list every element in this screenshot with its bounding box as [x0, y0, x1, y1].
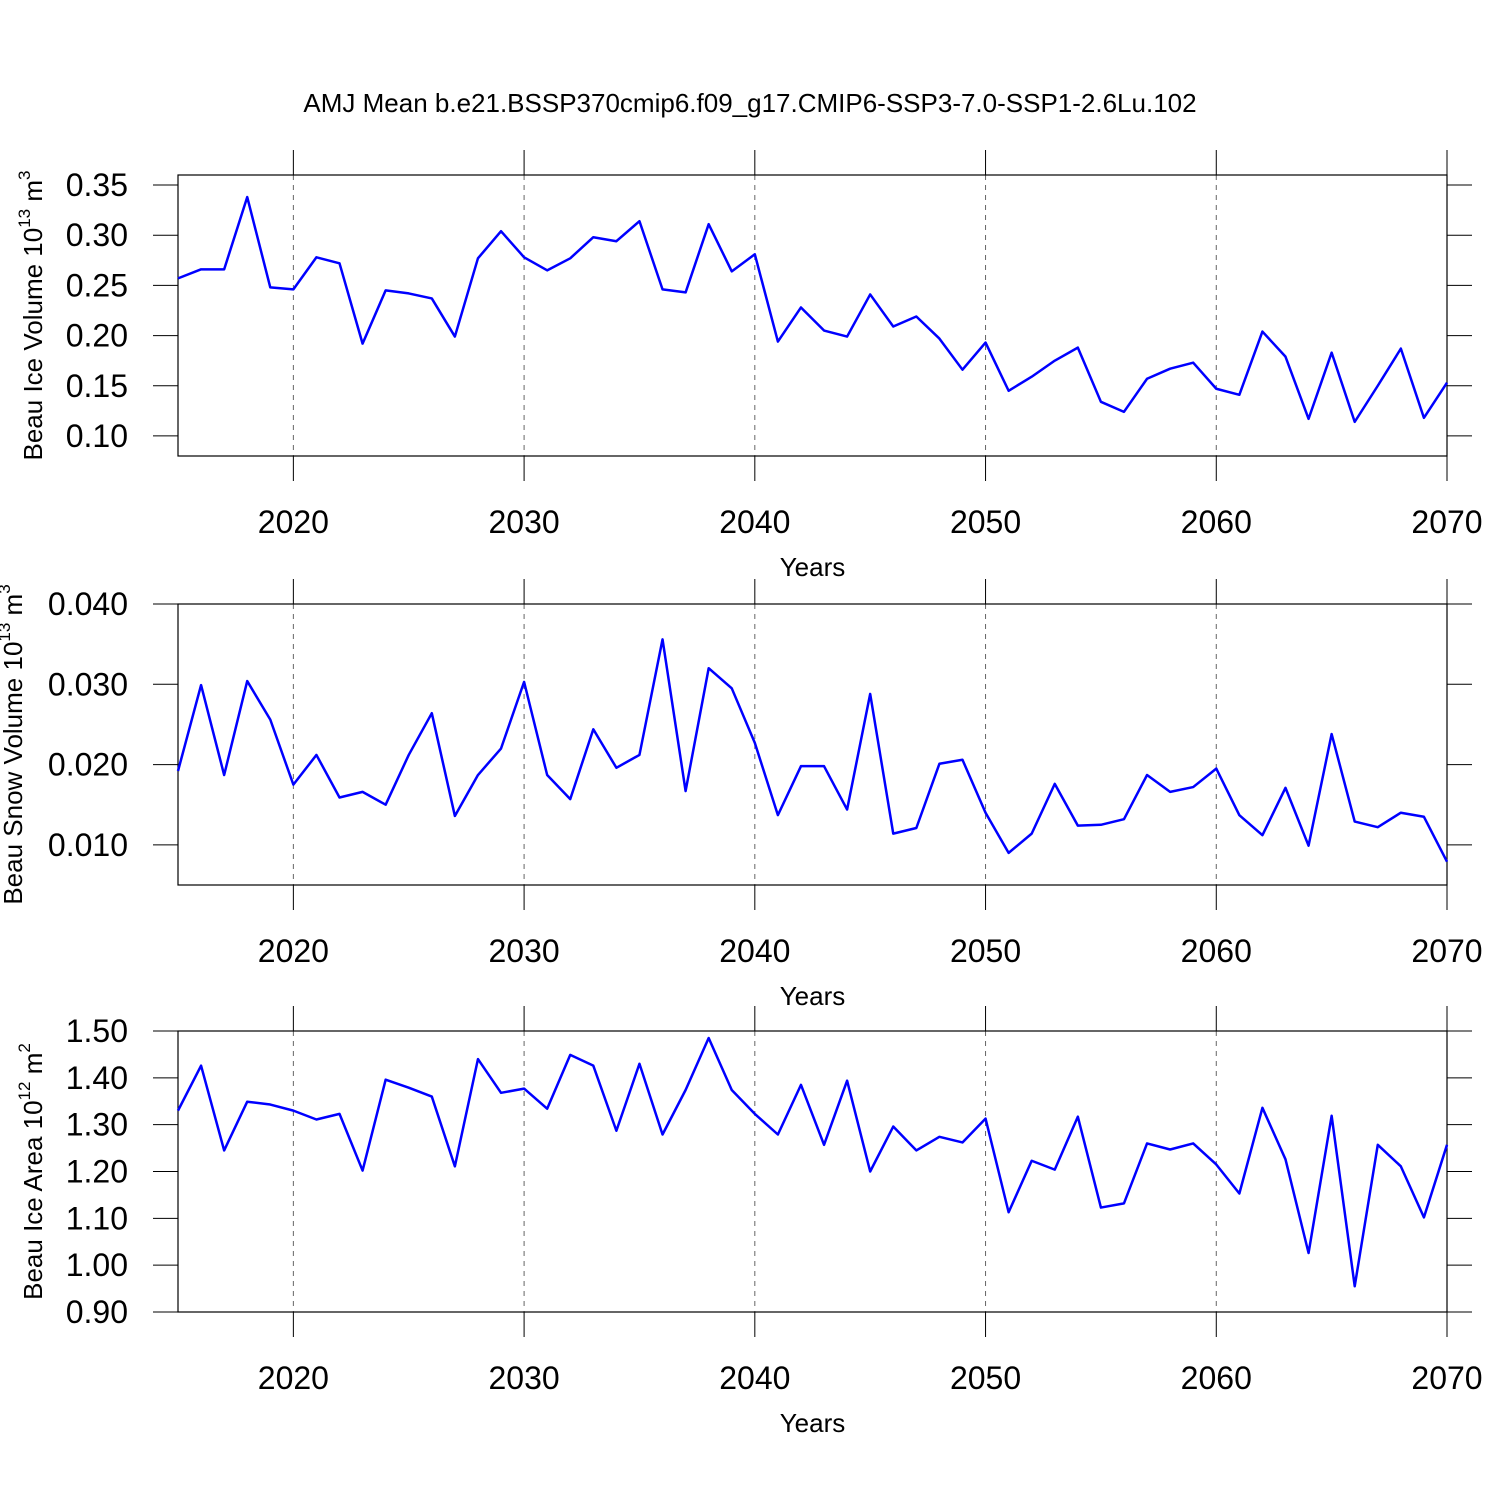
- chart-title: AMJ Mean b.e21.BSSP370cmip6.f09_g17.CMIP…: [303, 88, 1196, 118]
- y-axis-label-part: m: [18, 1053, 48, 1082]
- y-axis-label-part: m: [18, 180, 48, 209]
- y-tick-label: 1.10: [66, 1200, 128, 1236]
- x-axis-label: Years: [780, 981, 846, 1011]
- y-tick-label: 0.040: [48, 586, 128, 622]
- y-tick-label: 1.30: [66, 1107, 128, 1143]
- y-tick-label: 0.35: [66, 167, 128, 203]
- x-tick-label: 2030: [488, 933, 559, 969]
- y-axis-label-exponent: 3: [15, 171, 34, 180]
- x-tick-label: 2040: [719, 933, 790, 969]
- y-axis-label-exponent: 13: [0, 623, 14, 642]
- x-tick-label: 2070: [1411, 933, 1482, 969]
- x-tick-label: 2020: [258, 504, 329, 540]
- y-axis-label-part: Beau Ice Area 10: [18, 1100, 48, 1299]
- x-tick-label: 2060: [1181, 1360, 1252, 1396]
- y-tick-label: 0.20: [66, 318, 128, 354]
- x-tick-label: 2060: [1181, 504, 1252, 540]
- y-tick-label: 0.15: [66, 368, 128, 404]
- data-line: [177, 195, 1449, 424]
- x-tick-label: 2020: [258, 933, 329, 969]
- y-axis-label-exponent: 2: [15, 1043, 34, 1052]
- y-tick-label: 0.25: [66, 267, 128, 303]
- y-tick-label: 0.020: [48, 747, 128, 783]
- y-axis-label: Beau Ice Area 1012 m2: [15, 1043, 48, 1300]
- x-tick-label: 2040: [719, 504, 790, 540]
- x-tick-label: 2060: [1181, 933, 1252, 969]
- y-tick-label: 1.00: [66, 1247, 128, 1283]
- y-tick-label: 0.90: [66, 1294, 128, 1330]
- data-line: [176, 1036, 1449, 1288]
- y-axis-label-part: Beau Snow Volume 10: [0, 642, 28, 905]
- y-tick-label: 0.010: [48, 827, 128, 863]
- y-tick-label: 0.030: [48, 666, 128, 702]
- y-tick-label: 1.50: [66, 1013, 128, 1049]
- y-axis-label: Beau Snow Volume 1013 m3: [0, 584, 28, 904]
- y-tick-label: 1.20: [66, 1154, 128, 1190]
- y-axis-label-exponent: 13: [15, 209, 34, 228]
- y-axis-label-exponent: 12: [15, 1081, 34, 1100]
- x-tick-label: 2050: [950, 504, 1021, 540]
- x-axis-label: Years: [780, 552, 846, 582]
- x-axis-label: Years: [780, 1408, 846, 1438]
- y-axis-label-part: m: [0, 594, 28, 623]
- x-tick-label: 2030: [488, 504, 559, 540]
- x-tick-label: 2040: [719, 1360, 790, 1396]
- y-axis-label-exponent: 3: [0, 584, 14, 593]
- x-tick-label: 2070: [1411, 1360, 1482, 1396]
- x-tick-label: 2070: [1411, 504, 1482, 540]
- y-axis-label: Beau Ice Volume 1013 m3: [15, 171, 48, 461]
- data-line: [176, 638, 1449, 863]
- plot-frame: [177, 603, 1448, 886]
- x-tick-label: 2050: [950, 1360, 1021, 1396]
- x-tick-label: 2050: [950, 933, 1021, 969]
- y-tick-label: 0.30: [66, 217, 128, 253]
- y-tick-label: 0.10: [66, 418, 128, 454]
- plot-frame: [177, 1030, 1448, 1313]
- y-tick-label: 1.40: [66, 1060, 128, 1096]
- plot-frame: [177, 174, 1448, 457]
- x-tick-label: 2030: [488, 1360, 559, 1396]
- x-tick-label: 2020: [258, 1360, 329, 1396]
- y-axis-label-part: Beau Ice Volume 10: [18, 228, 48, 461]
